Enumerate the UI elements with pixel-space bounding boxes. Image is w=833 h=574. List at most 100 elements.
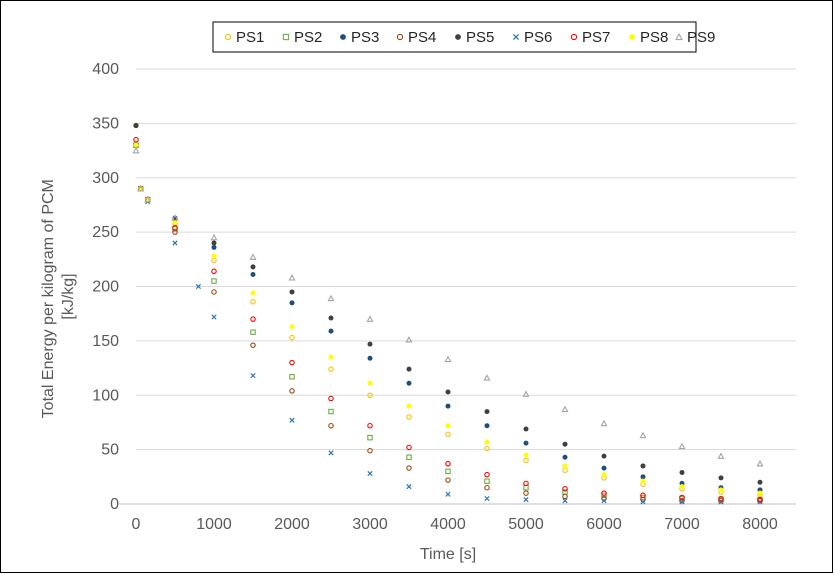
data-point-ps5 [250,264,256,270]
data-point-ps8 [211,253,217,259]
x-axis-title: Time [s] [420,546,476,563]
y-tick-label: 50 [101,442,119,459]
legend-marker-ps2 [282,33,290,41]
legend-label-ps2: PS2 [294,29,322,46]
data-point-ps3 [211,244,217,250]
data-point-ps6 [211,314,217,320]
data-point-ps9 [717,452,725,459]
data-point-ps9 [561,405,569,413]
gridlines [136,68,796,451]
data-point-ps8 [250,290,256,296]
data-point-ps9 [288,274,296,281]
data-point-ps8 [523,452,529,458]
data-point-ps7 [679,494,685,501]
data-point-ps7 [133,136,139,143]
y-tick-label: 100 [92,387,119,404]
data-point-ps5 [679,469,685,475]
data-point-ps5 [211,240,217,246]
data-point-ps3 [601,465,607,471]
y-tick-label: 400 [92,61,119,78]
y-tick-label: 0 [110,496,119,513]
data-point-ps4 [289,388,295,394]
legend-label-ps7: PS7 [582,29,610,46]
data-point-ps3 [328,328,334,334]
data-point-ps2 [601,492,607,499]
data-point-ps4 [250,342,256,348]
data-point-ps6 [172,240,178,246]
data-point-ps1 [562,467,568,474]
data-point-ps5 [601,453,607,459]
legend-label-ps9: PS9 [687,29,715,46]
data-point-ps3 [523,440,529,446]
data-point-ps5 [445,389,451,395]
data-point-ps9 [405,336,413,343]
x-tick-label: 5000 [508,516,544,533]
series-ps7 [133,136,763,503]
legend-marker-ps4 [396,33,404,41]
legend: PS1 PS2 PS3 PS4 PS5 PS6 PS7 PS8 PS9 [212,21,715,53]
x-tick-label: 4000 [430,516,466,533]
x-tick-label: 8000 [742,516,778,533]
data-point-ps9 [327,294,335,302]
y-axis-title: Total Energy per kilogram of PCM [kJ/kg] [40,175,77,419]
data-point-ps4 [718,497,724,504]
y-tick-label: 200 [92,279,119,296]
data-point-ps8 [289,324,295,330]
data-point-ps9 [444,355,452,363]
series-ps9 [132,146,764,467]
data-point-ps9 [639,431,647,439]
data-point-ps1 [484,445,490,452]
data-point-ps7 [406,444,412,451]
y-tick-label: 300 [92,170,119,187]
data-point-ps5 [367,341,373,347]
data-point-ps1 [523,457,529,464]
legend-marker-ps7 [570,33,578,41]
legend-marker-ps3 [340,34,346,40]
data-point-ps9 [366,315,374,322]
data-point-ps8 [718,487,724,493]
data-point-ps6 [406,483,412,490]
data-point-ps4 [679,497,685,504]
data-point-ps6 [640,499,646,505]
legend-label-ps4: PS4 [408,29,436,46]
x-tick-label: 7000 [664,516,700,533]
data-point-ps2 [523,484,529,491]
data-point-ps8 [562,463,568,469]
data-point-ps2 [328,408,334,415]
data-point-ps9 [137,184,145,192]
y-tick-label: 350 [92,115,119,132]
data-point-ps6 [250,373,256,379]
data-point-ps2 [406,454,412,460]
data-point-ps9 [171,214,179,221]
data-point-ps3 [406,380,412,386]
data-point-ps6 [445,491,451,497]
data-point-ps5 [523,426,529,432]
data-point-ps9 [483,374,491,381]
data-point-ps8 [601,472,607,478]
data-point-ps6 [601,498,607,504]
data-point-ps7 [211,268,217,275]
data-point-ps4 [484,484,490,491]
data-point-ps8 [445,423,451,429]
series-ps8 [133,142,763,496]
legend-label-ps6: PS6 [524,29,552,46]
series-ps2 [133,142,763,503]
data-point-ps6 [367,470,373,477]
data-point-ps7 [445,461,451,467]
data-point-ps7 [523,480,529,487]
data-point-ps2 [289,374,295,380]
data-point-ps1 [289,334,295,341]
data-point-ps9 [756,460,764,467]
data-point-ps7 [640,492,646,499]
x-tick-label: 6000 [586,516,622,533]
data-point-ps4 [406,465,412,471]
data-point-ps8 [328,354,334,360]
data-point-ps4 [367,447,373,454]
series-ps4 [133,142,763,504]
legend-label-ps3: PS3 [351,29,379,46]
data-point-ps5 [718,475,724,481]
data-point-ps1 [328,366,334,372]
series-ps1 [133,122,763,497]
legend-box [212,21,697,53]
